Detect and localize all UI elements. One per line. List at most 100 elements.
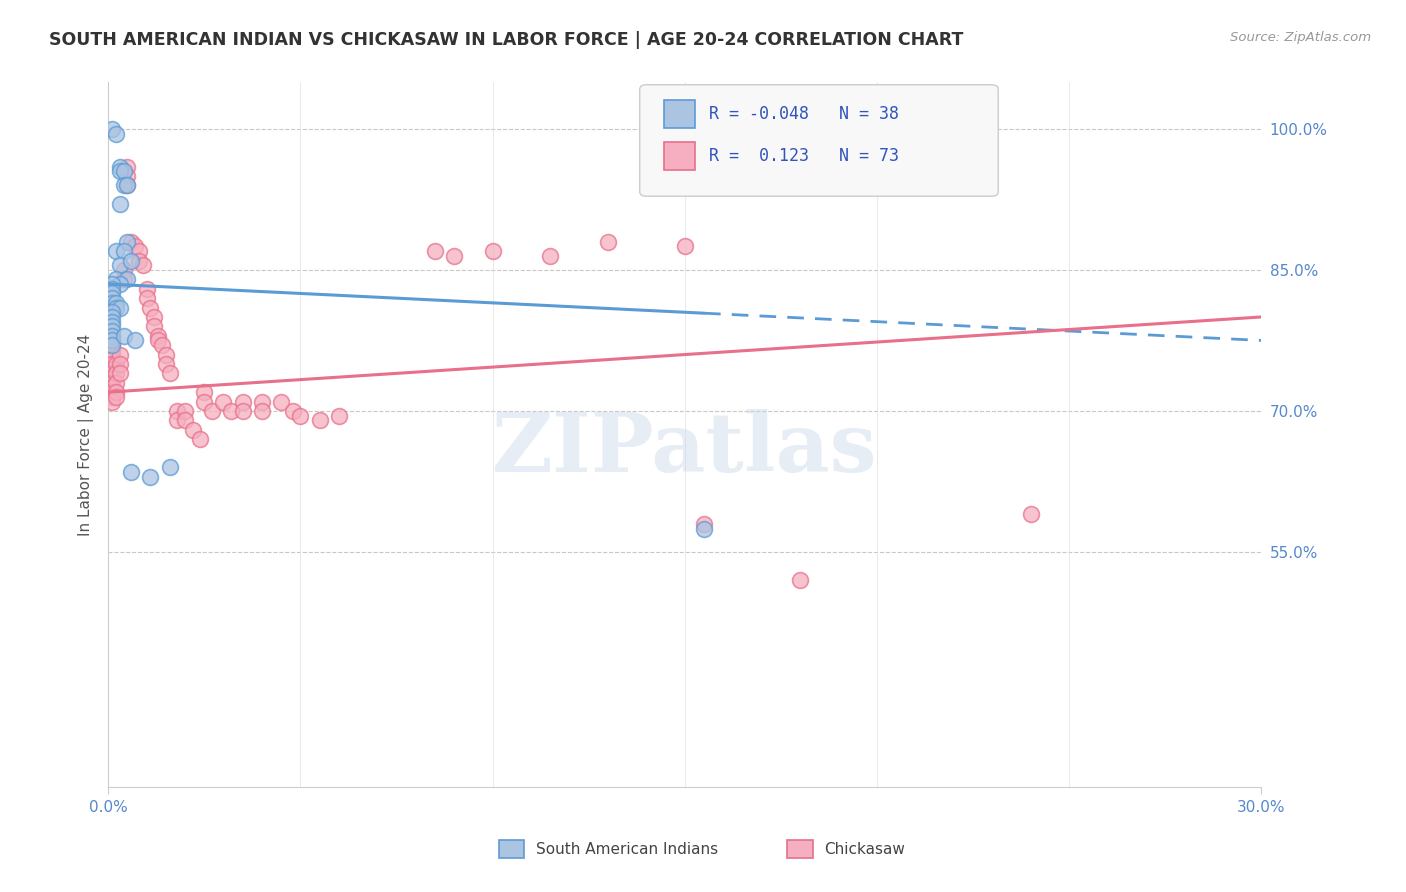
Point [104,367,127,381]
Point [101,352,124,367]
Text: South American Indians: South American Indians [536,842,718,856]
Point [112,272,135,286]
Point [101,357,124,371]
Point [101,394,124,409]
Point [101,338,124,352]
Point [139,301,162,315]
Point [101,277,124,291]
Point [250,394,273,409]
Point [101,122,124,136]
Point [101,305,124,319]
Point [290,409,312,423]
Point [104,127,127,141]
Point [101,324,124,338]
Point [120,235,142,249]
Point [101,390,124,404]
Point [135,282,157,296]
Point [159,460,181,475]
Point [250,404,273,418]
Point [104,301,127,315]
Point [117,178,139,193]
Point [139,470,162,484]
Point [101,361,124,376]
Point [117,272,139,286]
Point [155,357,177,371]
Point [112,263,135,277]
Point [108,258,131,272]
Point [108,367,131,381]
Point [308,413,330,427]
Point [193,385,215,400]
Text: R =  0.123   N = 73: R = 0.123 N = 73 [709,147,898,165]
Text: R = -0.048   N = 38: R = -0.048 N = 38 [709,105,898,123]
Point [117,178,139,193]
Point [128,253,150,268]
Point [101,347,124,361]
Point [101,319,124,334]
Point [112,244,135,259]
Point [101,296,124,310]
Point [146,328,169,343]
Point [101,310,124,324]
Point [104,244,127,259]
Point [104,272,127,286]
Point [174,404,197,418]
Point [101,328,124,343]
Point [232,394,254,409]
Point [108,357,131,371]
Point [143,310,166,324]
Point [423,244,446,259]
Point [101,338,124,352]
Point [693,516,716,531]
Point [481,244,503,259]
Point [150,338,173,352]
Point [101,380,124,394]
Point [328,409,350,423]
Point [108,347,131,361]
Point [108,301,131,315]
Point [1019,508,1042,522]
Point [174,413,197,427]
Point [108,160,131,174]
Point [166,404,188,418]
Point [219,404,242,418]
Point [117,235,139,249]
Point [101,367,124,381]
Point [132,258,155,272]
Point [112,328,135,343]
Text: Chickasaw: Chickasaw [824,842,905,856]
Point [135,291,157,305]
Point [270,394,292,409]
Point [673,239,696,253]
Point [789,573,811,587]
Point [281,404,304,418]
Point [104,357,127,371]
Point [101,343,124,357]
Point [108,197,131,211]
Point [112,178,135,193]
Point [201,404,224,418]
Point [443,249,465,263]
Point [101,282,124,296]
Point [166,413,188,427]
Point [159,367,181,381]
Point [104,296,127,310]
Text: Source: ZipAtlas.com: Source: ZipAtlas.com [1230,31,1371,45]
Point [101,286,124,301]
Point [101,385,124,400]
Y-axis label: In Labor Force | Age 20-24: In Labor Force | Age 20-24 [79,334,94,535]
Point [596,235,619,249]
Point [232,404,254,418]
Point [193,394,215,409]
Point [101,334,124,348]
Point [117,169,139,183]
Point [112,164,135,178]
Point [108,277,131,291]
Point [101,291,124,305]
Point [155,347,177,361]
Point [181,423,204,437]
Point [101,371,124,385]
Point [128,244,150,259]
Point [101,376,124,390]
Text: SOUTH AMERICAN INDIAN VS CHICKASAW IN LABOR FORCE | AGE 20-24 CORRELATION CHART: SOUTH AMERICAN INDIAN VS CHICKASAW IN LA… [49,31,963,49]
